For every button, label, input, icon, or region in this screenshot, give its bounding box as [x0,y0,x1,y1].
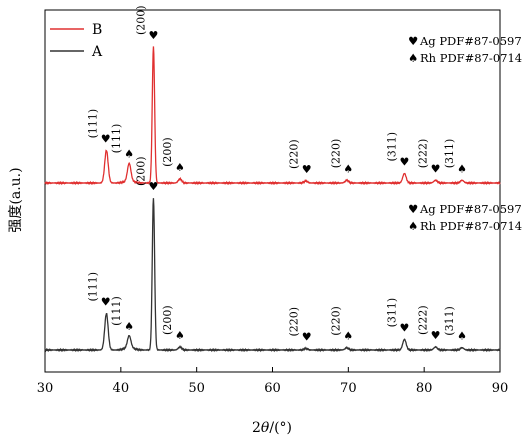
peak-hkl-label: (222) [417,305,430,335]
ref-ag-text: Ag PDF#87-0597 [419,202,522,216]
peak-symbol: ♥ [101,132,111,145]
peak-hkl-label: (220) [288,139,301,169]
peak-hkl-label: (111) [87,272,100,302]
peak-symbol: ♠ [175,329,185,342]
peak-hkl-label: (311) [443,306,456,336]
peak-symbol: ♥ [302,330,312,343]
peak-symbol: ♠ [457,330,467,343]
peak-symbol: ♥ [431,329,441,342]
reference-legend-top: ♥ Ag PDF#87-0597 ♠ Rh PDF#87-0714 [408,34,522,65]
peak-symbol: ♥ [101,296,111,309]
series-b-annotations: ♥(111)♠(111)♥(200)♠(200)♥(220) ♠(220) ♥(31… [87,5,467,176]
peak-hkl-label: (200) [161,305,174,335]
series-b-line [44,46,501,186]
y-axis-title: 强度(a.u.) [8,167,24,232]
peak-hkl-label: (311) [443,139,456,169]
peak-symbol: ♥ [431,162,441,175]
x-tick-label: 70 [340,381,357,396]
peak-hkl-label: (200) [134,5,147,35]
legend-label-a: A [91,44,103,60]
series-a-line [44,198,501,353]
peak-symbol: ♥ [400,155,410,168]
series-a-annotations: ♥(111)♠(111)♥(200)♠(200)♥(220) ♠(220) ♥(31… [87,156,467,343]
peak-hkl-label: (220) [329,139,342,169]
x-tick-label: 50 [188,381,205,396]
x-tick-marks [44,367,501,372]
ref-rh-text: Rh PDF#87-0714 [420,51,522,65]
x-tick-label: 90 [492,381,509,396]
reference-legend-middle: ♥ Ag PDF#87-0597 ♠ Rh PDF#87-0714 [408,202,522,233]
ref-ag-symbol: ♥ [408,34,418,48]
peak-symbol: ♠ [124,147,134,160]
peak-hkl-label: (200) [161,137,174,167]
peak-hkl-label: (111) [87,109,100,139]
peak-symbol: ♠ [175,161,185,174]
x-axis-title: 2θ/(°) [252,420,292,436]
peak-hkl-label: (200) [134,156,147,186]
x-tick-label: 80 [416,381,433,396]
ref-rh-symbol: ♠ [408,51,418,65]
x-axis-ticks: 30 40 50 60 70 80 90 [37,381,509,396]
ref-ag-symbol: ♥ [408,202,418,216]
x-tick-label: 30 [37,381,54,396]
peak-symbol: ♥ [302,163,312,176]
peak-hkl-label: (311) [385,132,398,162]
peak-hkl-label: (220) [288,307,301,337]
peak-symbol: ♠ [343,330,353,343]
legend: B A [50,22,103,60]
ref-rh-symbol: ♠ [408,219,418,233]
peak-symbol: ♥ [149,180,159,193]
peak-symbol: ♥ [149,29,159,42]
peak-hkl-label: (111) [110,296,123,326]
peak-symbol: ♠ [124,320,134,333]
peak-symbol: ♥ [400,321,410,334]
peak-hkl-label: (222) [417,139,430,169]
x-tick-label: 40 [113,381,130,396]
peak-hkl-label: (111) [110,124,123,154]
peak-hkl-label: (311) [385,298,398,328]
peak-symbol: ♠ [343,162,353,175]
peak-symbol: ♠ [457,162,467,175]
ref-ag-text: Ag PDF#87-0597 [419,34,522,48]
ref-rh-text: Rh PDF#87-0714 [420,219,522,233]
peak-hkl-label: (220) [329,306,342,336]
legend-label-b: B [92,22,102,38]
x-tick-label: 60 [264,381,281,396]
